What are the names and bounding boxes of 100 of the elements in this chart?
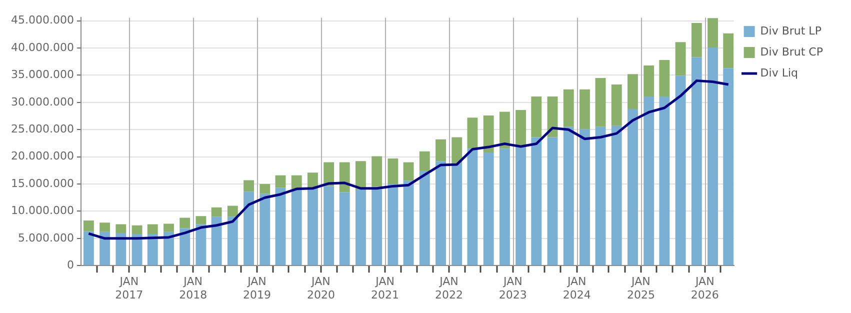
bar: [628, 74, 638, 109]
x-tick-label: JAN 2026: [690, 275, 719, 302]
bar: [403, 180, 414, 266]
y-tick-label: 0: [66, 258, 74, 272]
y-tick-label: 45.000.000: [10, 14, 74, 27]
bar: [723, 68, 734, 266]
bar: [180, 228, 190, 266]
bar: [403, 162, 414, 181]
bar: [531, 96, 542, 138]
y-tick-label: 35.000.000: [10, 68, 74, 82]
x-tick-label: JAN 2020: [306, 275, 335, 302]
bar: [580, 89, 590, 130]
bar: [516, 145, 526, 266]
x-tick-label: JAN 2017: [115, 275, 144, 302]
y-tick-label: 20.000.000: [10, 150, 74, 163]
x-tick-label: JAN 2022: [434, 275, 463, 302]
bar: [691, 23, 702, 58]
bar: [644, 96, 654, 266]
bar: [355, 161, 366, 190]
bar: [275, 188, 286, 266]
bar: [164, 232, 174, 266]
bar: [419, 151, 430, 171]
y-tick-label: 25.000.000: [10, 122, 74, 136]
bar: [244, 192, 254, 266]
bar: [83, 231, 94, 266]
bar: [372, 156, 382, 187]
bar: [100, 222, 110, 232]
x-tick-label: JAN 2025: [626, 275, 655, 302]
bar: [388, 158, 398, 184]
bar: [307, 188, 318, 266]
bar: [355, 189, 366, 266]
bar: [563, 89, 574, 127]
bar: [708, 48, 718, 266]
bar: [611, 126, 622, 266]
bar: [275, 175, 286, 188]
bar: [132, 225, 142, 234]
bar: [388, 184, 398, 266]
y-tick-label: 15.000.000: [10, 176, 74, 190]
bar: [499, 112, 510, 149]
bar: [419, 170, 430, 266]
y-tick-label: 10.000.000: [10, 204, 74, 218]
bar: [116, 232, 126, 266]
bar: [372, 186, 382, 266]
bar: [339, 192, 350, 266]
bar: [483, 152, 494, 266]
bar: [659, 60, 670, 96]
bar: [467, 118, 478, 149]
x-tick-label: JAN 2018: [179, 275, 208, 302]
legend-label: Div Brut LP: [760, 24, 822, 38]
bar: [580, 129, 590, 266]
legend-label: Div Brut CP: [760, 45, 824, 58]
bar: [180, 218, 190, 228]
bar: [675, 42, 686, 76]
x-tick-label: JAN 2024: [562, 275, 591, 302]
bar: [611, 84, 622, 126]
bar: [227, 206, 238, 217]
bar: [260, 184, 270, 194]
bar: [595, 78, 606, 127]
bar: [260, 194, 270, 266]
x-tick-label: JAN 2023: [498, 275, 527, 302]
bar: [531, 137, 542, 266]
x-tick-label: JAN 2021: [371, 275, 400, 302]
bar: [244, 180, 254, 192]
bar: [452, 137, 462, 164]
bar: [83, 220, 94, 232]
bar: [291, 188, 302, 266]
bar: [147, 224, 158, 234]
bar: [499, 148, 510, 266]
bar: [436, 161, 446, 266]
bar: [227, 216, 238, 266]
bar: [708, 18, 718, 48]
bar: [452, 163, 462, 266]
bar: [691, 57, 702, 266]
bar: [147, 234, 158, 266]
bar: [339, 162, 350, 192]
bar: [196, 216, 206, 224]
bar: [291, 175, 302, 189]
y-tick-label: 5.000.000: [18, 231, 74, 244]
y-tick-label: 40.000.000: [10, 40, 74, 54]
bar: [723, 33, 734, 68]
bar: [547, 137, 558, 266]
legend-label: Div Liq: [760, 66, 798, 80]
bar: [436, 139, 446, 162]
y-tick-label: 30.000.000: [10, 95, 74, 108]
x-tick-label: JAN 2019: [243, 275, 272, 302]
bar: [132, 234, 142, 266]
bar: [116, 224, 126, 233]
bar: [628, 108, 638, 266]
bar: [196, 224, 206, 266]
bar: [516, 110, 526, 146]
bar: [324, 186, 334, 266]
bar: [100, 232, 110, 266]
bar: [211, 207, 222, 217]
bar: [659, 96, 670, 266]
bar: [164, 224, 174, 232]
bar: [644, 65, 654, 96]
bar: [483, 115, 494, 152]
bar: [595, 126, 606, 266]
bar: [467, 148, 478, 266]
bar: [563, 126, 574, 266]
